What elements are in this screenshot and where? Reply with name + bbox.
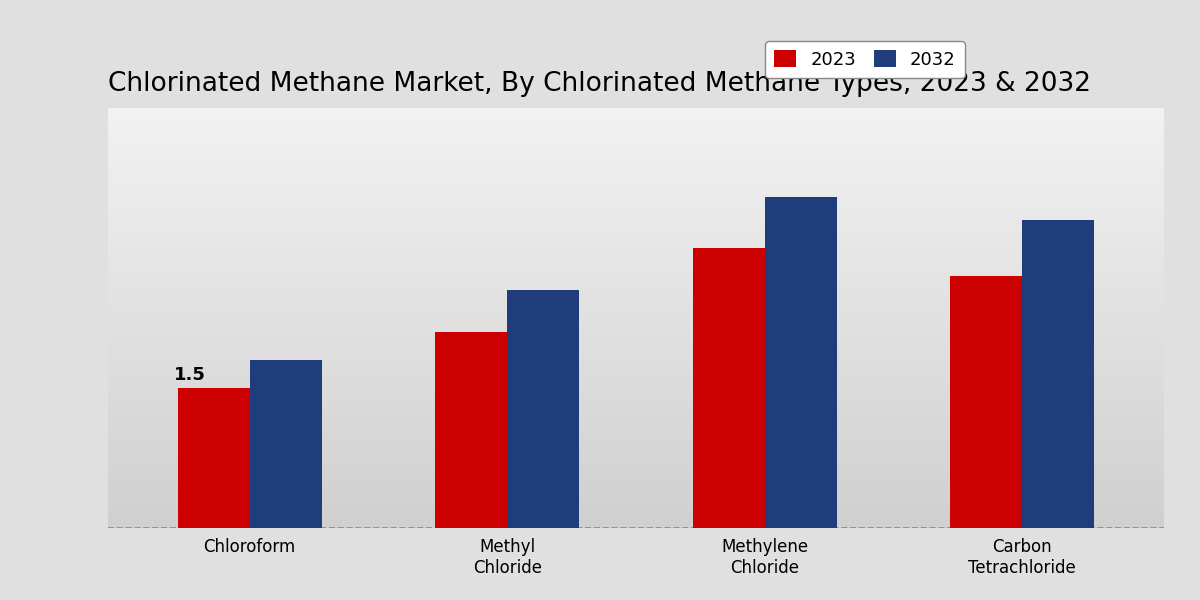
- Bar: [764, 197, 836, 528]
- Bar: [950, 276, 1022, 528]
- Bar: [508, 290, 580, 528]
- Bar: [436, 332, 508, 528]
- Legend: 2023, 2032: 2023, 2032: [766, 41, 965, 78]
- Text: 1.5: 1.5: [174, 366, 206, 384]
- Bar: [250, 360, 322, 528]
- Bar: [1022, 220, 1094, 528]
- Bar: [692, 248, 764, 528]
- Text: Chlorinated Methane Market, By Chlorinated Methane Types, 2023 & 2032: Chlorinated Methane Market, By Chlorinat…: [108, 71, 1091, 97]
- Bar: [178, 388, 250, 528]
